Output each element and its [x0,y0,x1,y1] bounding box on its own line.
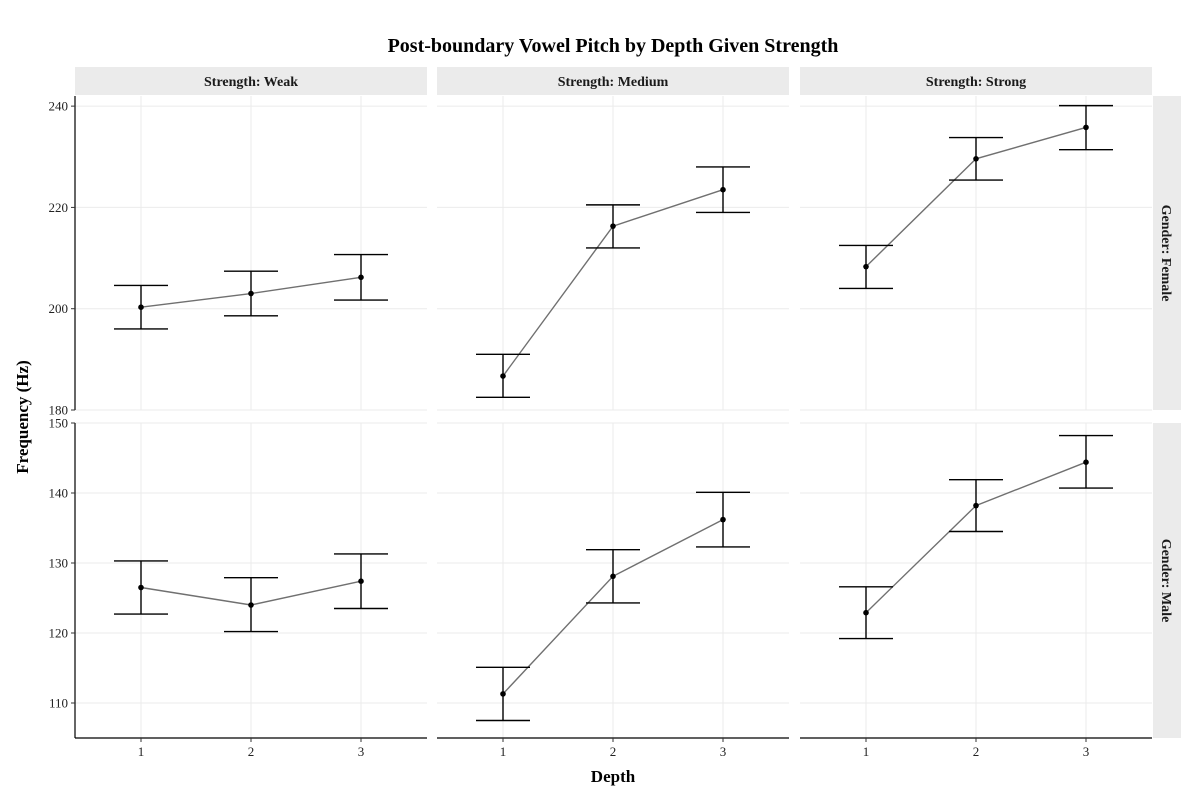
panel-male-strong: 1 2 3 [800,422,1152,759]
y-axis-title: Frequency (Hz) [13,360,32,473]
data-point [610,573,616,580]
y-tick-label: 140 [49,486,69,501]
strip-female [1153,96,1181,410]
data-point [500,373,506,379]
data-point [358,578,364,584]
data-point [720,186,726,193]
y-tick-label: 120 [49,626,69,641]
x-tick-label: 3 [358,744,365,759]
chart-title: Post-boundary Vowel Pitch by Depth Given… [388,35,839,57]
data-point [720,516,726,523]
x-tick-label: 1 [863,744,870,759]
y-tick-label: 220 [49,200,69,215]
x-tick-label: 3 [1083,744,1090,759]
data-point [863,609,869,616]
data-point [248,290,254,297]
panel-female-strong [800,96,1152,411]
panels: Strength: Weak Strength: Medium Strength: … [49,67,1181,759]
y-tick-label: 200 [49,301,69,316]
data-point [500,691,506,697]
data-point [973,156,979,162]
x-tick-label: 2 [610,744,617,759]
x-tick-label: 1 [500,744,507,759]
strip-strong [800,67,1152,95]
strip-male [1153,423,1181,738]
x-axis-title: Depth [591,767,636,786]
strip-label-weak: Strength: Weak [204,75,298,90]
x-tick-label: 1 [138,744,145,759]
data-point [863,263,869,270]
y-tick-label: 110 [49,696,68,711]
panel-female-weak: 180 200 220 240 [49,96,427,418]
y-tick-label: 180 [49,403,69,418]
x-tick-label: 2 [248,744,255,759]
x-tick-label: 2 [973,744,980,759]
data-point [138,584,144,591]
strip-weak [75,67,427,95]
panel-male-medium: 1 2 3 [437,422,789,759]
strip-label-male: Gender: Male [1158,539,1173,623]
data-point [973,502,979,509]
y-tick-label: 130 [49,556,69,571]
data-point [358,274,364,281]
panel-male-weak: 110 120 130 140 150 1 2 3 [49,416,427,759]
x-tick-label: 3 [720,744,727,759]
panel-female-medium [437,96,789,411]
data-point [1083,459,1089,466]
data-point [138,304,144,310]
strip-label-strong: Strength: Strong [926,75,1026,90]
data-point [610,223,616,229]
y-tick-label: 150 [49,416,69,431]
data-point [1083,124,1089,131]
data-point [248,602,254,608]
strip-label-female: Gender: Female [1158,205,1173,302]
strip-medium [437,67,789,95]
y-tick-label: 240 [49,99,69,114]
strip-label-medium: Strength: Medium [558,75,669,90]
